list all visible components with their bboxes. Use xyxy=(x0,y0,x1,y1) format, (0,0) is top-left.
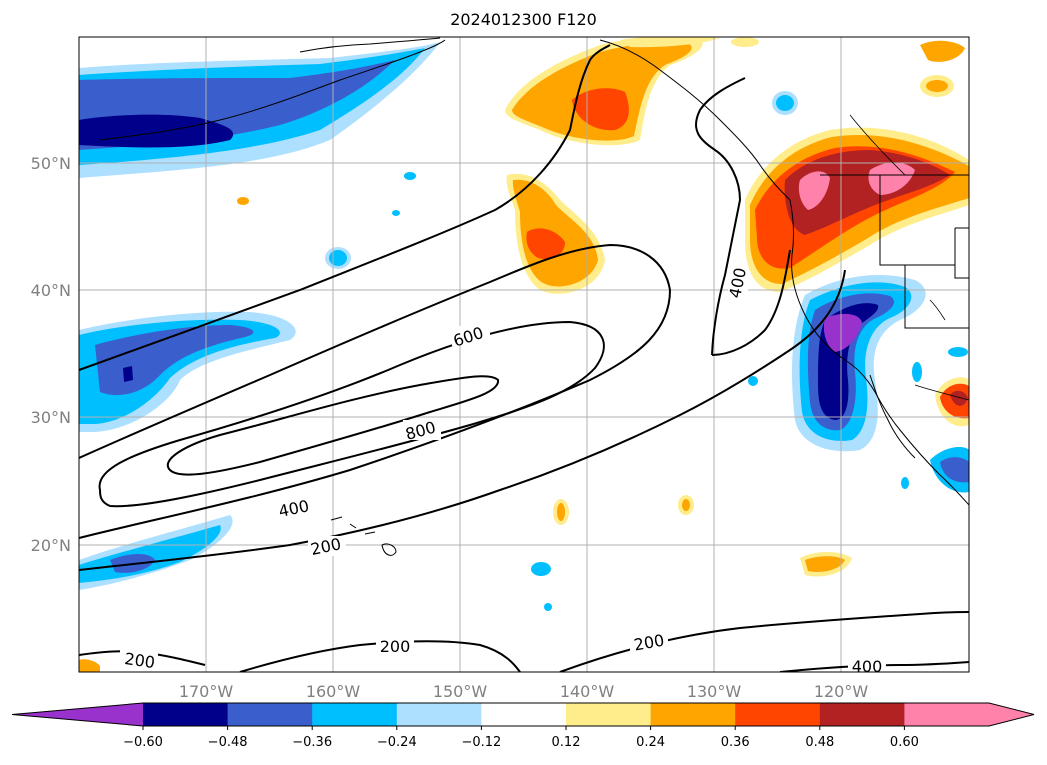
colorbar-swatch xyxy=(904,703,990,726)
contour-label: 200 xyxy=(123,649,156,672)
contour-label: 200 xyxy=(380,637,411,656)
colorbar: −0.60 −0.48 −0.36 −0.24 −0.12 0.12 0.24 0.36 0.4… xyxy=(11,702,1035,750)
colorbar-tick-label: 0.24 xyxy=(636,735,665,750)
contour-label: 400 xyxy=(852,657,883,676)
colorbar-tick-label: −0.36 xyxy=(292,735,332,750)
lat-label: 30°N xyxy=(31,408,71,427)
negative-anomaly-fill xyxy=(79,42,969,611)
colorbar-swatch xyxy=(566,703,652,726)
colorbar-swatch xyxy=(143,703,229,726)
positive-anomaly-fill xyxy=(79,37,969,672)
colorbar-tick-label: 0.12 xyxy=(552,735,581,750)
colorbar-tick-label: −0.48 xyxy=(208,735,248,750)
map-title: 2024012300 F120 xyxy=(450,10,597,29)
lon-label: 130°W xyxy=(687,682,742,701)
colorbar-extend-low xyxy=(12,703,143,726)
colorbar-tick-label: 0.60 xyxy=(890,735,919,750)
colorbar-swatch xyxy=(735,703,821,726)
latitude-labels: 50°N 40°N 30°N 20°N xyxy=(31,154,71,555)
colorbar-tick-label: −0.60 xyxy=(123,735,163,750)
lat-label: 20°N xyxy=(31,536,71,555)
colorbar-tick-label: 0.36 xyxy=(721,735,750,750)
colorbar-swatch xyxy=(650,703,736,726)
lon-label: 160°W xyxy=(306,682,361,701)
lon-label: 120°W xyxy=(814,682,869,701)
colorbar-swatch xyxy=(227,703,313,726)
lat-label: 40°N xyxy=(31,281,71,300)
lon-label: 170°W xyxy=(179,682,234,701)
colorbar-tick-label: −0.24 xyxy=(377,735,417,750)
lat-label: 50°N xyxy=(31,154,71,173)
longitude-labels: 170°W 160°W 150°W 140°W 130°W 120°W xyxy=(179,682,869,701)
colorbar-tick-label: 0.48 xyxy=(805,735,834,750)
contour-labels: 600 800 400 200 200 200 200 400 400 xyxy=(120,265,886,676)
colorbar-swatch xyxy=(481,703,567,726)
coastlines xyxy=(99,37,969,556)
lon-label: 140°W xyxy=(560,682,615,701)
colorbar-tick-label: −0.12 xyxy=(461,735,501,750)
map-frame xyxy=(78,36,970,673)
colorbar-swatch xyxy=(396,703,482,726)
colorbar-swatch xyxy=(819,703,905,726)
lon-label: 150°W xyxy=(433,682,488,701)
colorbar-extend-high xyxy=(989,703,1034,726)
colorbar-swatch xyxy=(312,703,398,726)
